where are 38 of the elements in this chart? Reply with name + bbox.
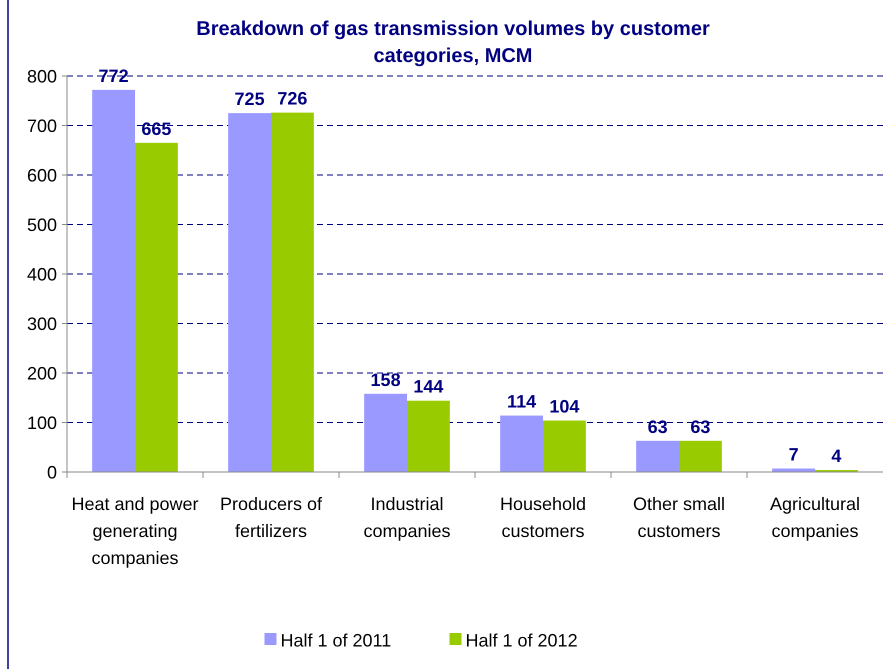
bar [679,440,722,472]
data-label: 665 [141,118,172,139]
bar [228,113,271,472]
y-tick-label: 400 [26,264,57,284]
data-label: 772 [98,66,129,86]
bar [364,394,407,472]
bar [500,416,543,472]
y-tick-label: 600 [26,165,57,186]
data-label: 4 [831,446,842,466]
x-tick-label: Heat and power generating companies [71,494,199,568]
x-tick-label: Industrial companies [363,494,451,541]
bar [92,90,135,472]
data-label: 114 [507,392,536,412]
y-tick-label: 300 [26,314,57,334]
data-label: 158 [370,370,401,390]
y-tick-label: 100 [26,412,57,433]
x-tick-label: Other small customers [632,494,726,541]
x-tick-label: Agricultural companies [770,494,860,541]
data-label: 104 [549,396,580,417]
bar [636,440,679,472]
bar [407,400,450,472]
y-tick-label: 500 [26,214,57,235]
y-tick-label: 700 [26,116,57,136]
legend-label: Half 1 of 2012 [466,630,578,650]
y-tick-label: 800 [26,66,57,86]
data-label: 7 [788,444,799,465]
bar [543,420,586,472]
legend-label: Half 1 of 2011 [280,630,392,650]
y-tick-label: 0 [46,462,57,482]
x-tick-label: Household customers [500,494,586,541]
y-tick-label: 200 [26,363,57,384]
chart-title: Breakdown of gas transmission volumes by customer categories, MCM [196,18,710,67]
x-tick-label: Producers of fertilizers [220,494,324,541]
data-label: 144 [413,376,444,397]
bar [135,142,178,472]
data-label: 725 [234,89,265,110]
bar [271,112,314,472]
data-label: 726 [277,88,308,109]
